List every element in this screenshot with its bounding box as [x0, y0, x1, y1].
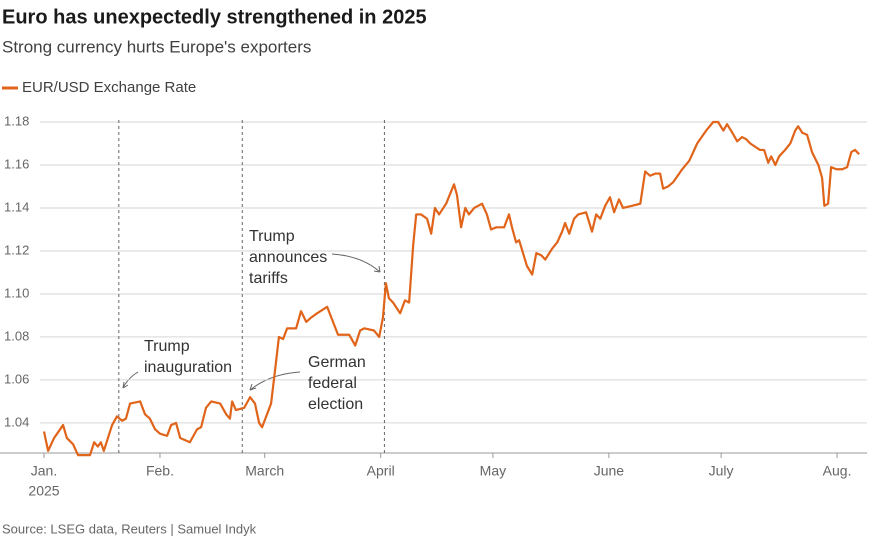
x-tick-label: Aug.: [823, 463, 852, 479]
legend-label: EUR/USD Exchange Rate: [22, 79, 196, 96]
chart-title: Euro has unexpectedly strengthened in 20…: [2, 6, 427, 28]
x-tick-label: March: [245, 463, 284, 479]
x-tick-label: April: [367, 463, 395, 479]
y-tick-label: 1.12: [4, 242, 29, 257]
y-tick-label: 1.10: [4, 285, 29, 300]
y-tick-label: 1.18: [4, 113, 29, 128]
x-tick-label: Feb.: [146, 463, 174, 479]
annotation: Trump: [144, 338, 190, 355]
x-tick-label: June: [594, 463, 625, 479]
x-tick-label: 2025: [28, 483, 59, 499]
y-tick-label: 1.04: [4, 414, 29, 429]
arrows: [122, 253, 381, 391]
chart-subtitle: Strong currency hurts Europe's exporters: [2, 37, 311, 56]
y-tick-label: 1.16: [4, 156, 29, 171]
annotation: German: [308, 354, 366, 371]
arrow: [249, 371, 301, 391]
arrow-head: [373, 265, 381, 273]
y-tick-label: 1.14: [4, 199, 29, 214]
arrow-head: [122, 381, 129, 389]
annotation: announces: [249, 249, 327, 266]
x-tick-label: May: [480, 463, 506, 479]
y-tick-label: 1.08: [4, 328, 29, 343]
arrow: [331, 253, 381, 273]
annotation: election: [308, 396, 363, 413]
x-tick-label: Jan.: [31, 463, 57, 479]
annotation: Trump: [249, 228, 295, 245]
arrow-head: [249, 383, 257, 391]
y-tick-label: 1.06: [4, 371, 29, 386]
x-tick-label: July: [709, 463, 734, 479]
source: Source: LSEG data, Reuters | Samuel Indy…: [2, 521, 257, 536]
annotation: federal: [308, 375, 357, 392]
annotation: inauguration: [144, 359, 232, 376]
annotation: tariffs: [249, 270, 288, 287]
series-line: [42, 120, 860, 457]
arrow: [122, 371, 139, 389]
